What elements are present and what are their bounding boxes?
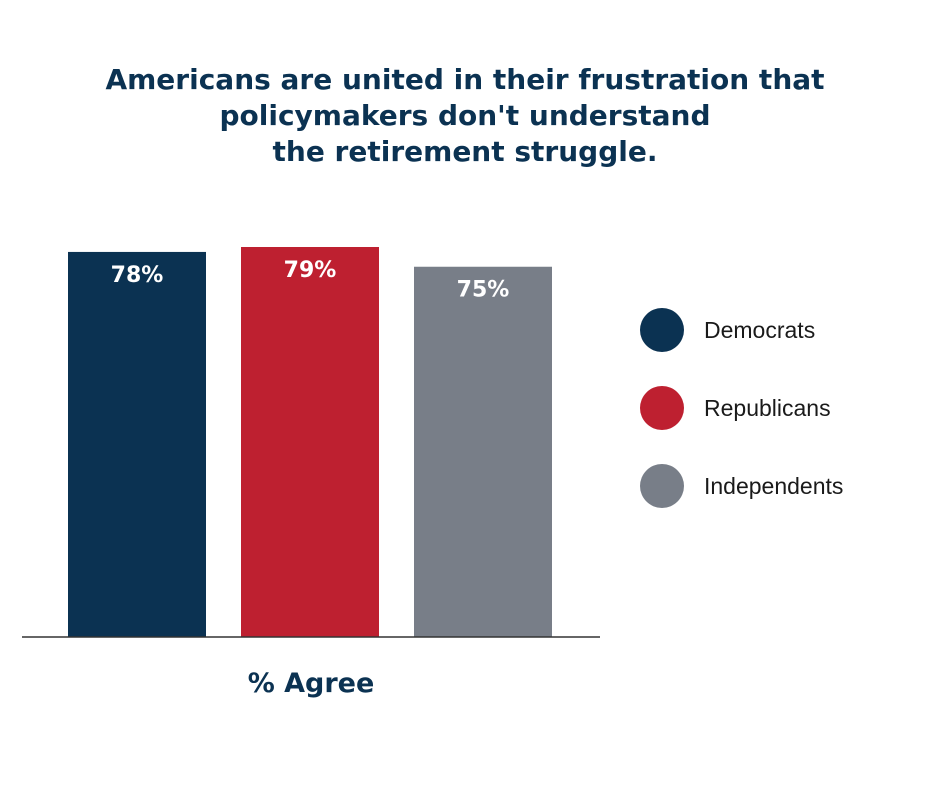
legend-label-democrats: Democrats [704,317,816,343]
chart-title: Americans are united in their frustratio… [0,62,930,170]
legend-label-independents: Independents [704,473,844,499]
legend-swatch-independents [640,464,684,508]
bar-value-label-independents: 75% [457,278,510,303]
bar-value-label-democrats: 78% [111,263,164,288]
title-line-2: policymakers don't understand [219,99,711,132]
title-line-3: the retirement struggle. [272,135,658,168]
bars-group [68,247,552,637]
legend-swatch-republicans [640,386,684,430]
legend-label-republicans: Republicans [704,395,831,421]
x-axis-label: % Agree [247,668,375,699]
bar-labels-group: 78% 79% 75% [111,258,510,303]
bar-republicans [241,247,379,637]
legend-swatch-democrats [640,308,684,352]
bar-value-label-republicans: 79% [284,258,337,283]
bar-independents [414,266,552,637]
bar-democrats [68,251,206,637]
title-line-1: Americans are united in their frustratio… [105,63,825,96]
